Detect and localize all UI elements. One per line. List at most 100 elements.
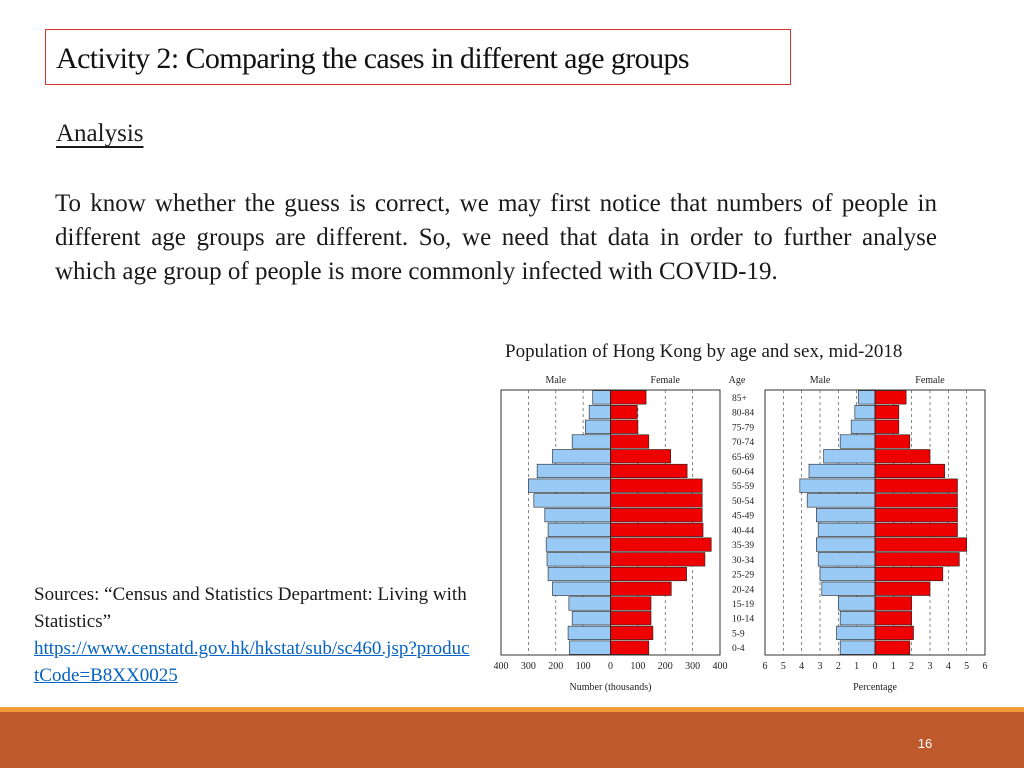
panel1-female-bar bbox=[610, 611, 652, 626]
panel2-tick-label: 3 bbox=[818, 661, 823, 672]
panel2-tick-label: 2 bbox=[836, 661, 841, 672]
panel1-male-bar bbox=[544, 508, 611, 523]
panel2-tick-label: 6 bbox=[763, 661, 768, 672]
panel1-male-bar bbox=[567, 625, 611, 640]
age-group-label: 55-59 bbox=[732, 482, 754, 492]
panel2-female-bar bbox=[874, 611, 912, 626]
panel2-female-bar bbox=[874, 434, 911, 449]
panel2-female-bar bbox=[874, 449, 931, 464]
panel1-tick-label: 400 bbox=[713, 661, 728, 672]
footer-bar bbox=[0, 712, 1024, 768]
panel1-male-bar bbox=[568, 596, 611, 611]
analysis-heading: Analysis bbox=[56, 120, 144, 147]
panel1-female-label: Female bbox=[651, 375, 681, 386]
panel2-female-bar bbox=[874, 463, 945, 479]
panel1-female-bar bbox=[610, 449, 672, 464]
panel1-male-label: Male bbox=[545, 375, 566, 386]
panel1-male-bar bbox=[547, 522, 611, 537]
panel2-male-bar bbox=[839, 611, 876, 626]
panel2-tick-label: 1 bbox=[854, 661, 859, 672]
panel2-female-bar bbox=[874, 581, 931, 596]
title-box bbox=[45, 29, 791, 85]
panel1-male-bar bbox=[545, 537, 611, 552]
age-axis-title: Age bbox=[729, 375, 746, 386]
panel2-female-bar bbox=[874, 596, 912, 611]
panel2-female-bar bbox=[874, 640, 911, 655]
age-group-label: 80-84 bbox=[732, 409, 754, 419]
panel2-tick-label: 5 bbox=[964, 661, 969, 672]
panel1-female-bar bbox=[610, 640, 650, 655]
panel1-male-bar bbox=[533, 493, 611, 508]
panel1-male-bar bbox=[585, 419, 611, 434]
panel1-female-bar bbox=[610, 463, 688, 479]
panel2-male-label: Male bbox=[810, 375, 831, 386]
panel1-female-bar bbox=[610, 537, 712, 552]
panel2-tick-label: 6 bbox=[983, 661, 988, 672]
age-group-label: 40-44 bbox=[732, 526, 754, 536]
panel2-female-bar bbox=[874, 566, 944, 582]
panel2-male-bar bbox=[808, 463, 876, 479]
age-group-label: 65-69 bbox=[732, 453, 754, 463]
age-group-label: 5-9 bbox=[732, 629, 745, 639]
panel2-male-bar bbox=[838, 596, 876, 611]
panel1-female-bar bbox=[610, 625, 654, 640]
panel1-tick-label: 300 bbox=[521, 661, 536, 672]
panel1-male-bar bbox=[571, 611, 611, 626]
footer-accent-line bbox=[0, 707, 1024, 712]
age-group-label: 30-34 bbox=[732, 556, 754, 566]
panel2-female-bar bbox=[874, 537, 967, 552]
panel2-male-bar bbox=[823, 449, 876, 464]
panel1-female-bar bbox=[610, 522, 704, 537]
panel2-female-bar bbox=[874, 405, 900, 420]
panel2-male-bar bbox=[819, 566, 876, 582]
age-group-label: 60-64 bbox=[732, 467, 754, 477]
panel1-male-bar bbox=[546, 552, 611, 567]
panel2-tick-label: 1 bbox=[891, 661, 896, 672]
panel2-male-bar bbox=[817, 522, 876, 537]
panel2-female-label: Female bbox=[915, 375, 945, 386]
age-group-label: 10-14 bbox=[732, 615, 754, 625]
panel1-female-bar bbox=[610, 478, 703, 493]
panel2-male-bar bbox=[858, 390, 876, 405]
panel1-tick-label: 200 bbox=[658, 661, 673, 672]
panel2-female-bar bbox=[874, 493, 958, 508]
panel2-x-axis-label: Percentage bbox=[853, 682, 897, 693]
slide-title: Activity 2: Comparing the cases in diffe… bbox=[56, 42, 690, 75]
panel1-x-axis-label: Number (thousands) bbox=[570, 682, 652, 693]
panel1-female-bar bbox=[610, 405, 638, 420]
panel1-male-bar bbox=[571, 434, 611, 449]
panel2-female-bar bbox=[874, 508, 958, 523]
panel1-female-bar bbox=[610, 390, 647, 405]
panel1-male-bar bbox=[547, 566, 611, 582]
page-number: 16 bbox=[917, 736, 933, 751]
panel2-female-bar bbox=[874, 419, 900, 434]
sources-label: Sources: “Census and Statistics Departme… bbox=[34, 584, 467, 632]
panel2-male-bar bbox=[821, 581, 876, 596]
panel2-female-bar bbox=[874, 625, 914, 640]
age-group-label: 20-24 bbox=[732, 585, 754, 595]
sources: Sources: “Census and Statistics Departme… bbox=[34, 581, 474, 689]
age-group-label: 75-79 bbox=[732, 423, 754, 433]
age-group-label: 85+ bbox=[732, 394, 747, 404]
panel1-female-bar bbox=[610, 596, 652, 611]
panel1-female-bar bbox=[610, 419, 639, 434]
panel2-tick-label: 4 bbox=[799, 661, 804, 672]
panel2-tick-label: 5 bbox=[781, 661, 786, 672]
panel1-tick-label: 400 bbox=[494, 661, 509, 672]
panel1-male-bar bbox=[528, 478, 611, 493]
panel2-male-bar bbox=[816, 537, 876, 552]
panel2-female-bar bbox=[874, 390, 907, 405]
panel2-male-bar bbox=[816, 508, 876, 523]
panel2-female-bar bbox=[874, 522, 958, 537]
panel1-female-bar bbox=[610, 566, 687, 582]
population-pyramid-chart: 400 300 200 100 0 100 200 300 400 Male Female Numbe… bbox=[494, 375, 988, 693]
panel1-male-bar bbox=[552, 449, 611, 464]
panel2-female-bar bbox=[874, 478, 958, 493]
panel1-male-bar bbox=[569, 640, 611, 655]
panel1-tick-label: 100 bbox=[576, 661, 591, 672]
panel1-female-bar bbox=[610, 508, 703, 523]
panel1-female-bar bbox=[610, 493, 703, 508]
age-group-label: 45-49 bbox=[732, 512, 754, 522]
panel2-male-bar bbox=[799, 478, 876, 493]
sources-link[interactable]: https://www.censtatd.gov.hk/hkstat/sub/s… bbox=[34, 638, 470, 686]
